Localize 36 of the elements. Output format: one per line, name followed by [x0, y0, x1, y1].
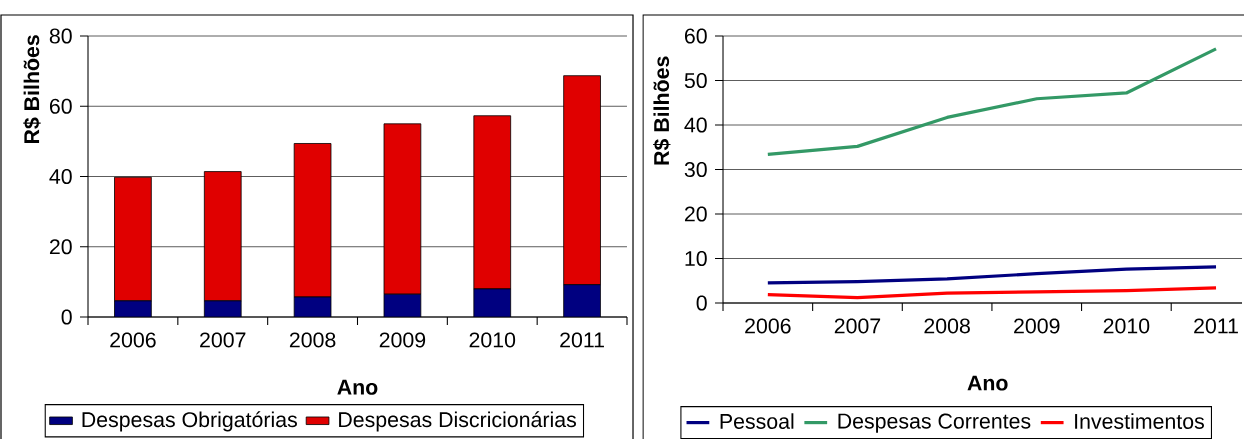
line-series: [766, 265, 1218, 285]
x-tick-label: 2008: [289, 332, 336, 348]
y-tick-label: 60: [684, 28, 707, 44]
x-tick-label: 2010: [469, 332, 516, 348]
y-axis-title: R$ Bilhões: [653, 56, 671, 165]
x-axis-title: Ano: [967, 375, 1008, 391]
y-tick-label: 40: [684, 117, 707, 133]
x-tick-label: 2006: [745, 318, 791, 334]
y-tick-label: 20: [684, 206, 707, 222]
y-tick-label: 80: [49, 28, 72, 44]
legend-label: Despesas Correntes: [838, 413, 1031, 433]
x-tick-label: 2008: [924, 318, 970, 334]
y-tick-label: 0: [61, 309, 72, 325]
legend-label: Despesas Discricionárias: [339, 411, 576, 432]
x-tick-label: 2009: [1014, 318, 1060, 334]
legend-label: Pessoal: [720, 413, 794, 429]
legend-label: Despesas Obrigatórias: [82, 411, 297, 432]
x-tick-label: 2009: [379, 332, 426, 348]
x-tick-label: 2011: [1194, 318, 1238, 334]
x-tick-label: 2006: [110, 332, 156, 348]
y-tick-label: 0: [696, 295, 707, 311]
x-tick-label: 2007: [200, 332, 246, 348]
y-tick-label: 30: [684, 161, 707, 178]
x-tick-label: 2007: [834, 318, 881, 334]
x-tick-label: 2010: [1103, 318, 1150, 334]
x-axis-title: Ano: [337, 379, 378, 395]
x-tick-label: 2011: [560, 332, 604, 348]
line-series: [766, 286, 1218, 300]
y-tick-label: 40: [49, 168, 72, 185]
line-series: [766, 47, 1218, 156]
y-axis-title: R$ Bilhões: [23, 35, 41, 144]
y-tick-label: 60: [49, 98, 72, 114]
legend-label: Investimentos: [1075, 413, 1204, 429]
y-tick-label: 20: [49, 239, 72, 255]
y-tick-label: 50: [684, 72, 707, 89]
y-tick-label: 10: [685, 250, 707, 267]
